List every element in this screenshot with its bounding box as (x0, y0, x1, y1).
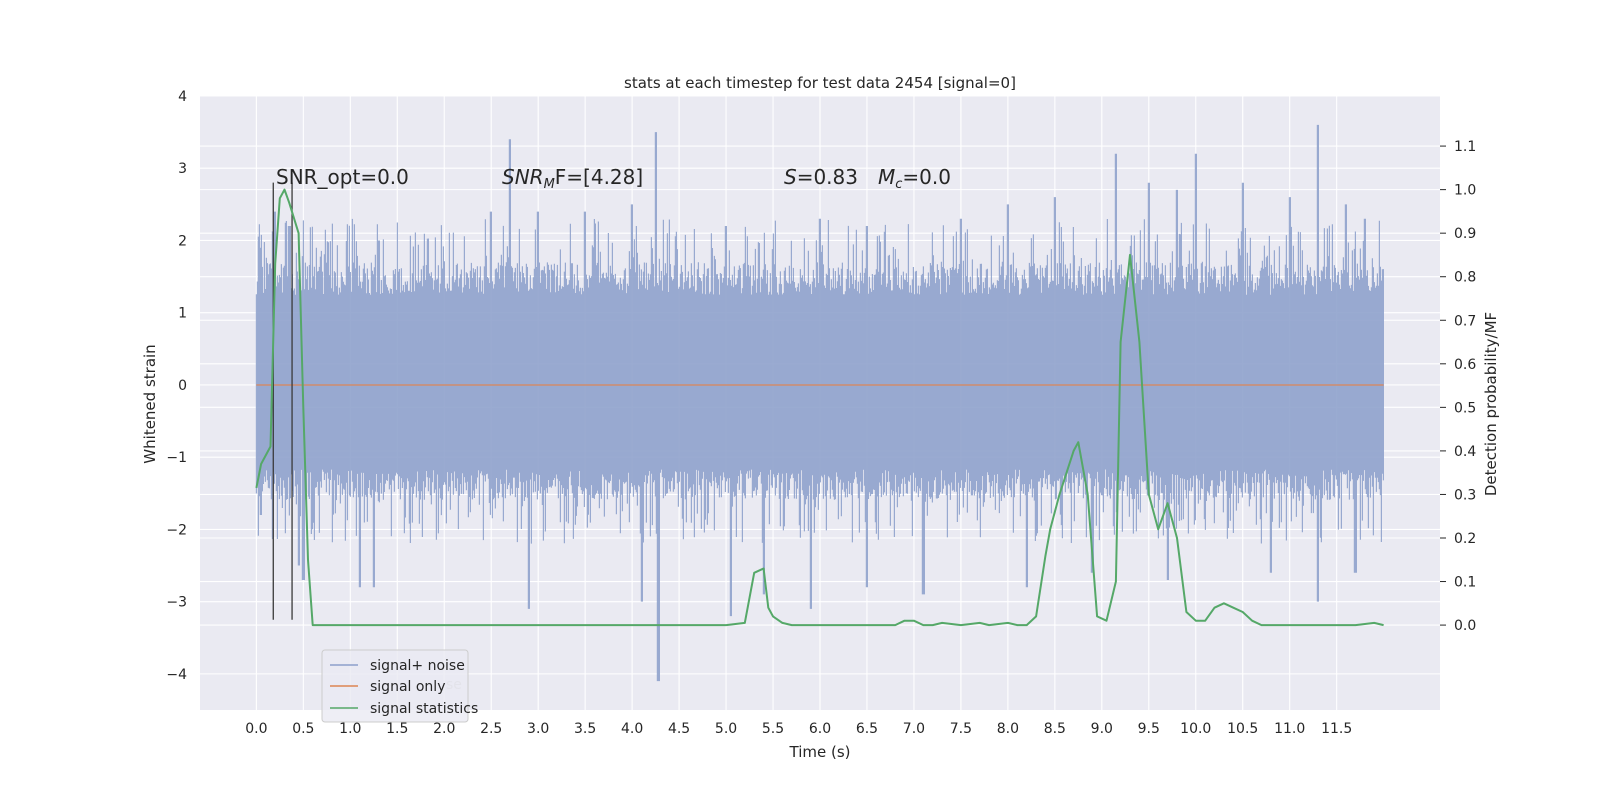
x-tick-label: 7.0 (903, 721, 925, 737)
annotation-s: S=0.83 (784, 165, 858, 189)
right-tick-label: 0.8 (1454, 270, 1476, 286)
x-tick-label: 0.0 (245, 721, 267, 737)
y-axis-label: Whitened strain (141, 344, 159, 463)
right-tick-label: 0.5 (1454, 400, 1476, 416)
y-tick-label: −3 (166, 595, 187, 611)
y-tick-label: −1 (166, 450, 187, 466)
annotation-snr-opt: SNR_opt=0.0 (276, 165, 409, 189)
x-tick-label: 9.0 (1091, 721, 1113, 737)
right-tick-label: 0.9 (1454, 226, 1476, 242)
x-tick-label: 8.0 (997, 721, 1019, 737)
y-tick-label: 3 (178, 161, 187, 177)
x-axis-ticks: 0.0 0.5 1.0 1.5 2.0 2.5 3.0 3.5 4.0 4.5 5.0 5.5 6.0 6… (245, 721, 1352, 737)
right-tick-label: 0.1 (1454, 575, 1476, 591)
right-tick-label: 0.4 (1454, 444, 1476, 460)
x-tick-label: 10.5 (1227, 721, 1258, 737)
legend: se signal+ noise signal only signal stat… (321, 649, 478, 723)
x-tick-label: 4.0 (621, 721, 643, 737)
series-signal-statistics (255, 188, 1384, 627)
legend-label-signal-only: signal only (370, 679, 445, 695)
y-tick-label: 4 (178, 89, 187, 105)
signal-statistics-line (255, 188, 1384, 627)
x-tick-label: 11.5 (1321, 721, 1352, 737)
annotation-mc: Mc=0.0 (878, 165, 951, 192)
x-tick-label: 2.0 (433, 721, 455, 737)
x-tick-label: 6.0 (809, 721, 831, 737)
x-tick-label: 1.0 (339, 721, 361, 737)
right-tick-label: 0.6 (1454, 357, 1476, 373)
x-tick-label: 1.5 (386, 721, 408, 737)
x-tick-label: 7.5 (950, 721, 972, 737)
y-tick-label: 2 (178, 233, 187, 249)
y-tick-label: −4 (166, 667, 187, 683)
right-tick-label: 0.2 (1454, 531, 1476, 547)
x-tick-label: 6.5 (856, 721, 878, 737)
right-axis-label: Detection probability/MF (1482, 312, 1500, 496)
x-tick-label: 0.5 (292, 721, 314, 737)
y-tick-label: 1 (178, 306, 187, 322)
y-tick-label: 0 (178, 378, 187, 394)
x-tick-label: 5.5 (762, 721, 784, 737)
annotations: SNR_opt=0.0 SNRMF=[4.28] S=0.83 Mc=0.0 (276, 165, 951, 192)
x-axis-label: Time (s) (789, 743, 851, 761)
y-tick-label: −2 (166, 522, 187, 538)
right-tick-label: 0.3 (1454, 487, 1476, 503)
right-axis-ticks: 1.1 1.0 0.9 0.8 0.7 0.6 0.5 0.4 0.3 0.2 0.1 0.0 (1440, 139, 1476, 634)
x-tick-label: 4.5 (668, 721, 690, 737)
legend-label-signal-noise: signal+ noise (370, 658, 465, 674)
x-tick-label: 9.5 (1138, 721, 1160, 737)
right-tick-label: 0.7 (1454, 313, 1476, 329)
legend-label-signal-statistics: signal statistics (370, 701, 478, 717)
chart-title: stats at each timestep for test data 245… (624, 74, 1016, 92)
right-tick-label: 1.1 (1454, 139, 1476, 155)
x-tick-label: 10.0 (1180, 721, 1211, 737)
x-tick-label: 3.5 (574, 721, 596, 737)
x-tick-label: 2.5 (480, 721, 502, 737)
y-axis-ticks: 4 3 2 1 0 −1 −2 −3 −4 (166, 89, 187, 683)
legend-box (321, 649, 469, 723)
x-tick-label: 8.5 (1044, 721, 1066, 737)
x-tick-label: 3.0 (527, 721, 549, 737)
vertical-markers (272, 182, 293, 620)
right-tick-label: 1.0 (1454, 183, 1476, 199)
annotation-snr-mf: SNRMF=[4.28] (502, 165, 643, 192)
x-tick-label: 5.0 (715, 721, 737, 737)
x-tick-label: 11.0 (1274, 721, 1305, 737)
right-tick-label: 0.0 (1454, 618, 1476, 634)
